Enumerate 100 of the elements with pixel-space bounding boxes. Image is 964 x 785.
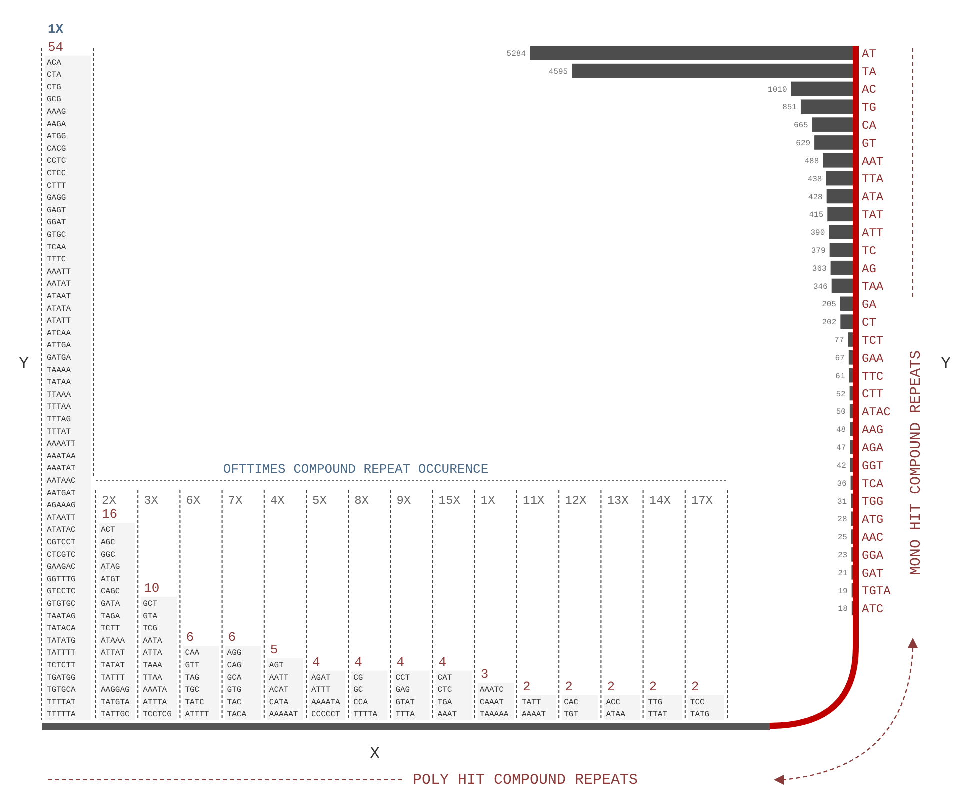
annotation: ATTTT [185,710,210,720]
bar [850,386,853,401]
annotation: TAGA [101,612,120,622]
data-label: 629 [796,140,811,149]
annotation: CATA [269,698,289,708]
bar [840,296,853,312]
annotation: AAAAT [522,710,546,720]
bar [826,189,853,204]
annotation: ATAG [101,563,120,572]
annotation: GCT [143,600,158,609]
bar [830,243,853,258]
annotation: TACA [227,710,247,720]
annotation: TATTT [101,674,126,683]
annotation: TGC [185,686,200,696]
annotation: CAG [227,661,242,670]
annotation: TTTTAT [47,698,76,708]
data-label: 50 [836,408,846,418]
annotation: ACA [47,58,62,68]
data-label: 54 [48,40,64,55]
annotation: TTG [648,698,663,708]
data-label: 18 [838,605,848,614]
annotation: AATT [269,674,289,683]
data-label: 2 [649,679,658,694]
x-tick-label: 1X [480,494,496,508]
y-tick-label: ATG [862,513,884,528]
data-label: 2 [565,679,573,694]
bar [848,350,853,365]
annotation: AATAT [47,280,72,290]
y-axis-title: Y [941,355,952,373]
y-tick-label: ATT [862,226,884,240]
data-label: 851 [782,104,798,113]
x-tick-label: 8X [354,494,370,508]
bar [791,82,853,96]
annotation: TAATAG [47,612,76,622]
data-label: 42 [836,462,847,471]
annotation: TTTC [47,256,66,265]
annotation: GATGA [47,354,72,363]
bar [830,260,853,276]
annotation: TCC [690,698,705,708]
data-label: 6 [186,630,194,646]
data-label: 67 [835,354,846,364]
y-tick-label: TTC [862,370,884,384]
annotation: AAAG [47,108,66,117]
annotation: TAG [185,674,200,683]
y-tick-label: TAA [862,280,884,294]
x-tick-label: 4X [270,494,285,508]
y2-axis-title: MONO HIT COMPOUND REPEATS [908,350,925,576]
annotation: TATAT [101,661,126,670]
data-label: 2 [523,679,531,694]
data-label: 488 [804,157,820,166]
annotation: TTTAG [47,415,72,424]
annotation: ATTAT [101,649,126,658]
data-label: 379 [811,246,826,256]
annotation: CTC [438,686,452,696]
annotation: GAGG [47,194,66,204]
annotation: GTA [143,612,158,622]
data-label: 23 [838,552,848,560]
data-label: 438 [808,175,822,184]
annotation: GCA [227,674,242,683]
data-label: 4 [396,654,405,670]
annotation: TATT [522,698,542,708]
bar [812,118,853,132]
data-label: 4 [312,654,320,670]
data-label: 205 [822,300,837,310]
y-tick-label: TG [862,101,876,116]
annotation: CAAAT [480,698,504,708]
annotation: CACG [47,144,66,154]
data-label: 1010 [768,86,788,95]
bar [850,422,853,436]
annotation: CGTCCT [47,538,76,548]
y-tick-label: TGTA [862,584,892,599]
data-label: 10 [144,581,160,596]
y-tick-label: AT [862,47,876,62]
annotation: TTTAT [47,428,72,437]
annotation: GTCCTC [47,588,76,597]
annotation: AATA [143,636,162,646]
data-label: 3 [480,667,489,682]
y-tick-label: AG [862,262,876,276]
data-label: 346 [813,282,828,292]
annotation: ATAAA [101,636,126,646]
y-tick-label: CT [862,316,876,330]
data-label: 31 [837,498,848,507]
y-tick-label: TCA [862,477,884,492]
annotation: AAAATA [312,698,341,708]
annotation: GAAGAC [47,563,76,572]
annotation: TTAAA [47,390,72,400]
annotation: CAT [438,674,452,683]
bar [530,46,853,60]
y-tick-label: AAG [862,424,884,438]
annotation: AGC [101,538,116,548]
annotation: TATC [185,698,205,708]
y-tick-label: TA [862,65,878,80]
annotation: CAC [564,698,579,708]
y-tick-label: ATAC [862,406,891,420]
annotation: ATAAT [47,292,72,302]
bar [828,207,853,222]
data-label: 5 [270,642,278,658]
data-label: 28 [838,516,848,525]
annotation: GTG [227,686,242,696]
annotation: CTA [47,71,62,80]
